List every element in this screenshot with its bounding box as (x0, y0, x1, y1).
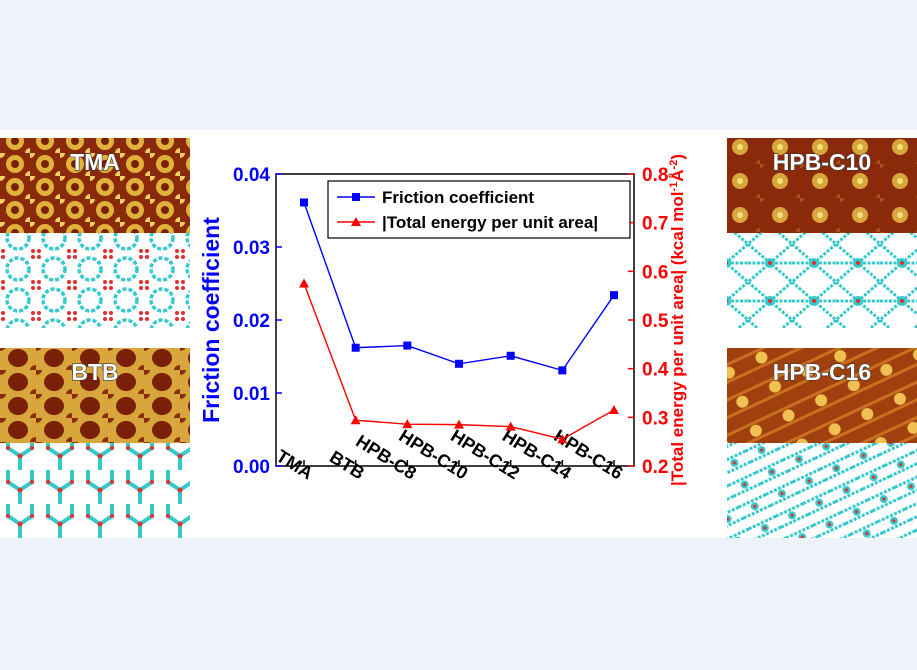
right-tick-label: 0.8 (642, 165, 668, 186)
energy-point (299, 278, 309, 288)
energy-point (557, 434, 568, 444)
left-tick-label: 0.02 (233, 311, 270, 332)
right-tick-label: 0.3 (642, 408, 668, 429)
y2-axis-label-sup1: -1 (668, 182, 680, 192)
y2-axis-label-sup2: -2 (668, 160, 680, 170)
chart: 0.000.010.020.030.04 0.20.30.40.50.60.70… (198, 154, 687, 486)
panel-label-btb: BTB (71, 359, 118, 385)
legend-marker-square (352, 193, 360, 201)
legend-label-energy: |Total energy per unit area| (382, 213, 598, 232)
y2-axis-label-angstrom: Å (668, 169, 687, 181)
right-axis: 0.2 0.3 0.4 0.5 0.6 0.7 0.8 (628, 165, 669, 478)
friction-point (351, 343, 360, 352)
left-tick-label: 0.01 (233, 384, 270, 405)
energy-point (350, 415, 361, 425)
friction-point (403, 341, 412, 350)
energy-point (505, 421, 516, 431)
right-tick-label: 0.7 (642, 214, 668, 235)
left-tick-label: 0.03 (233, 238, 270, 259)
stm-image-tma (0, 138, 190, 233)
energy-point (402, 419, 413, 429)
friction-point (558, 366, 567, 375)
stm-image-hpb-c10 (727, 138, 917, 233)
panel-label-hpb-c10: HPB-C10 (773, 149, 871, 175)
left-axis: 0.00 0.01 0.02 0.03 0.04 (233, 165, 282, 478)
x-tick-label: TMA (273, 446, 317, 484)
y2-axis-label: |Total energy per unit area| (kcal mol-1… (668, 154, 687, 486)
left-tick-label: 0.00 (233, 457, 270, 478)
friction-point (455, 359, 463, 368)
legend: Friction coefficient |Total energy per u… (327, 180, 631, 239)
model-image-hpb-c16 (727, 443, 917, 538)
legend-box (327, 180, 631, 239)
legend-label-friction: Friction coefficient (382, 188, 534, 207)
right-tick-label: 0.6 (642, 262, 668, 283)
panel-label-tma: TMA (70, 149, 120, 175)
panel-hpb-c16: HPB-C16 (727, 348, 917, 538)
figure-svg: TMA BTB HPB-C10 HPB-C16 0.00 0.01 0.02 0.03… (0, 138, 917, 538)
energy-point (454, 419, 464, 429)
stm-image-btb (0, 348, 190, 443)
model-image-tma (0, 233, 190, 328)
model-image-hpb-c10 (727, 233, 917, 328)
panel-hpb-c10: HPB-C10 (727, 138, 917, 328)
panel-tma: TMA (0, 138, 190, 328)
y2-axis-label-close: ) (668, 154, 687, 160)
right-tick-label: 0.5 (642, 311, 669, 332)
panel-btb: BTB (0, 348, 190, 538)
left-tick-label: 0.04 (233, 165, 270, 186)
stm-image-hpb-c16 (727, 348, 917, 443)
figure-canvas: TMA BTB HPB-C10 HPB-C16 0.00 0.01 0.02 0.03… (0, 130, 917, 538)
right-tick-label: 0.4 (642, 360, 669, 381)
legend-marker-triangle (351, 217, 361, 226)
friction-point (300, 198, 308, 207)
right-tick-label: 0.2 (642, 457, 668, 478)
panel-label-hpb-c16: HPB-C16 (773, 359, 871, 385)
friction-point (506, 351, 515, 360)
model-image-btb (0, 443, 190, 538)
y-axis-label: Friction coefficient (198, 217, 224, 423)
friction-point (610, 291, 618, 300)
series-layer (299, 198, 619, 444)
y2-axis-label-text: |Total energy per unit area| (kcal mol (668, 192, 687, 487)
energy-point (609, 405, 619, 415)
